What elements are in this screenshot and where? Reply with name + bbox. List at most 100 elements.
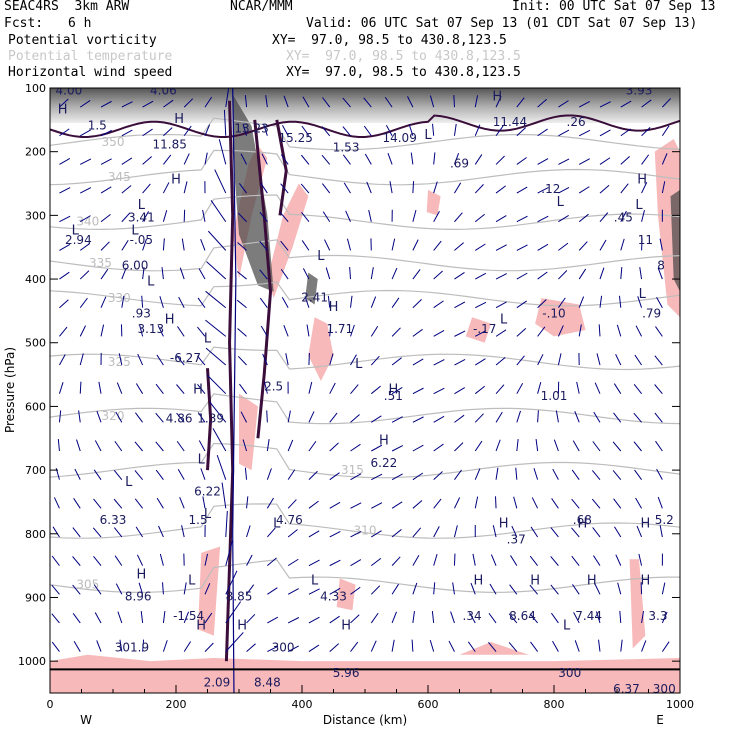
- theta-contour-320: [50, 393, 680, 425]
- wind-arrow-290: [474, 358, 486, 366]
- high-marker-21: H: [379, 434, 389, 449]
- wind-arrow-144: [558, 215, 569, 223]
- wind-arrow-429: [246, 496, 249, 509]
- value-label-17: 2.94: [65, 233, 92, 247]
- wind-arrow-39: [242, 124, 248, 136]
- wind-arrow-380: [474, 440, 483, 452]
- wind-arrow-363: [114, 440, 123, 452]
- wind-arrow-181: [79, 270, 90, 280]
- wind-arrow-403: [329, 472, 340, 481]
- wind-arrow-134: [345, 210, 351, 222]
- wind-arrow-110: [474, 184, 484, 194]
- wind-arrow-143: [537, 215, 549, 223]
- wind-arrow-562: [508, 613, 518, 624]
- wind-arrow-534: [550, 584, 559, 595]
- wind-arrow-334: [135, 412, 144, 423]
- wind-arrow-20: [474, 95, 479, 108]
- pv-streak-2: [206, 368, 213, 471]
- wind-arrow-377: [412, 444, 424, 452]
- wind-arrow-599: [661, 641, 670, 652]
- wind-arrow-398: [216, 454, 227, 480]
- theta-contour-350: [50, 117, 680, 151]
- wind-arrow-528: [433, 582, 436, 595]
- wind-arrow-569: [661, 611, 668, 624]
- wind-arrow-29: [661, 98, 672, 108]
- wind-arrow-281: [285, 353, 289, 366]
- value-label-22: 2.41: [301, 290, 328, 304]
- wind-arrow-449: [657, 496, 663, 509]
- x-tick-label-600: 600: [418, 698, 439, 711]
- wind-arrow-146: [599, 212, 609, 223]
- wind-arrow-516: [183, 582, 187, 595]
- wind-arrow-279: [237, 355, 247, 366]
- wind-arrow-66: [183, 153, 190, 165]
- wind-arrow-523: [329, 587, 341, 595]
- wind-arrow-493: [329, 559, 341, 567]
- wind-arrow-133: [322, 211, 331, 223]
- wind-arrow-207: [620, 267, 623, 280]
- wind-arrow-302: [98, 381, 102, 394]
- wind-arrow-460: [266, 527, 276, 538]
- value-label-50: 3.3: [648, 609, 667, 623]
- wind-arrow-533: [529, 584, 539, 595]
- wind-arrow-0: [59, 98, 69, 108]
- wind-arrow-525: [370, 585, 381, 595]
- wind-arrow-500: [472, 553, 476, 566]
- wind-arrow-596: [598, 639, 601, 652]
- wind-arrow-214: [141, 295, 144, 308]
- wind-arrow-113: [537, 187, 549, 194]
- wind-arrow-354: [555, 410, 559, 423]
- wind-arrow-76: [387, 152, 393, 165]
- wind-arrow-310: [264, 381, 268, 394]
- value-label-2: 2.63: [330, 77, 357, 91]
- wind-arrow-301: [79, 381, 82, 394]
- value-label-53: 5.96: [333, 666, 360, 680]
- wind-arrow-474: [550, 527, 559, 538]
- wind-arrow-168: [433, 240, 442, 251]
- wind-arrow-433: [329, 501, 341, 509]
- wind-arrow-420: [53, 497, 60, 509]
- wind-arrow-42: [301, 125, 310, 137]
- wind-arrow-543: [117, 611, 123, 624]
- wind-arrow-130: [259, 211, 268, 223]
- wind-arrow-564: [551, 612, 559, 624]
- wind-arrow-521: [287, 588, 299, 595]
- wind-arrow-278: [205, 347, 227, 366]
- wind-arrow-248: [205, 319, 227, 337]
- wind-arrow-456: [181, 525, 185, 538]
- value-label-43: 8.96: [125, 590, 152, 604]
- wind-arrow-541: [72, 612, 81, 624]
- legend-potential-temperature: Potential temperature: [8, 49, 173, 64]
- wind-arrow-428: [221, 482, 227, 509]
- wind-arrow-65: [163, 154, 172, 165]
- wind-arrow-537: [617, 582, 622, 595]
- wind-arrow-48: [432, 123, 435, 136]
- wind-arrow-522: [308, 588, 320, 595]
- wind-arrow-88: [641, 154, 650, 165]
- wind-arrow-552: [308, 616, 320, 624]
- wind-arrow-276: [176, 355, 185, 366]
- wind-arrow-53: [537, 128, 548, 137]
- wind-arrow-171: [495, 244, 507, 251]
- wind-arrow-89: [661, 153, 668, 165]
- wind-arrow-515: [162, 582, 164, 595]
- wind-arrow-203: [537, 271, 548, 280]
- wind-arrow-228: [433, 300, 444, 309]
- wind-arrow-332: [96, 410, 102, 423]
- wind-arrow-259: [454, 330, 466, 337]
- wind-arrow-445: [571, 498, 580, 509]
- wind-arrow-235: [578, 296, 585, 308]
- wind-arrow-305: [155, 383, 164, 394]
- wind-arrow-80: [474, 154, 483, 165]
- wind-arrow-43: [321, 126, 331, 137]
- wind-arrow-424: [134, 498, 144, 509]
- wind-arrow-419: [656, 468, 663, 480]
- wind-arrow-252: [306, 324, 310, 337]
- wind-arrow-132: [301, 212, 310, 223]
- value-label-37: 6.33: [100, 513, 127, 527]
- wind-arrow-182: [100, 268, 109, 280]
- value-label-54: 2.09: [204, 676, 231, 690]
- value-label-52: 300: [272, 641, 295, 655]
- wind-arrow-364: [134, 441, 143, 452]
- wind-arrow-410: [474, 468, 481, 480]
